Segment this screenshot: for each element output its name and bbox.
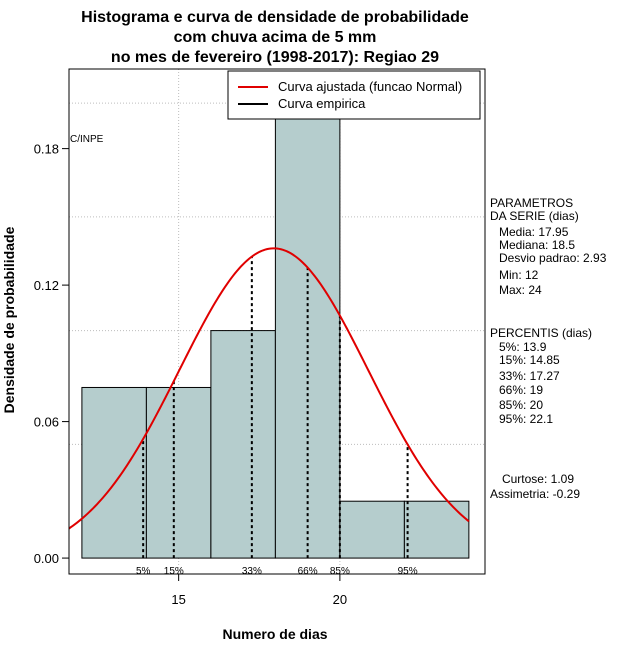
legend-box: [227, 70, 481, 120]
param-min: Min: 12: [499, 268, 539, 282]
plot-frame: [68, 68, 486, 575]
axes: 15 20 0.00 0.06 0.12 0.18: [34, 68, 486, 607]
x-tick-label: 15: [171, 592, 185, 607]
percentil-33: 33%: 17.27: [499, 369, 560, 383]
param-mediana: Mediana: 18.5: [499, 238, 575, 252]
y-tick-label: 0.00: [34, 551, 59, 566]
param-header-1: PARAMETROS: [490, 196, 573, 210]
percentile-label: 15%: [164, 566, 184, 577]
percentile-label: 33%: [242, 566, 262, 577]
percentil-95: 95%: 22.1: [499, 412, 553, 426]
histogram-bar: [403, 500, 470, 559]
y-tick-label: 0.06: [34, 415, 59, 430]
chart-title-line-2: com chuva acima de 5 mm: [174, 29, 377, 46]
curtose-value: Curtose: 1.09: [502, 472, 574, 486]
source-label: C/INPE: [70, 134, 104, 145]
legend-label-normal: Curva ajustada (funcao Normal): [278, 79, 462, 94]
percentile-label: 66%: [298, 566, 318, 577]
normal-curve-path: [68, 247, 470, 530]
chart-title-line-3: no mes de fevereiro (1998-2017): Regiao …: [111, 49, 439, 66]
percentile-label: 5%: [136, 566, 151, 577]
percentis-header: PERCENTIS (dias): [490, 326, 592, 340]
legend-label-empirical: Curva empirica: [278, 96, 366, 111]
histogram-bar: [81, 386, 147, 559]
y-axis-title: Densidade de probabilidade: [1, 226, 17, 413]
assimetria-value: Assimetria: -0.29: [490, 487, 580, 501]
percentile-label: 95%: [398, 566, 418, 577]
legend: Curva ajustada (funcao Normal) Curva emp…: [227, 70, 481, 120]
density-curve: [68, 247, 470, 530]
histogram-bar: [210, 330, 276, 559]
histogram-bar: [339, 500, 405, 559]
percentil-66: 66%: 19: [499, 383, 543, 397]
percentile-label: 85%: [330, 566, 350, 577]
param-max: Max: 24: [499, 283, 542, 297]
percentil-85: 85%: 20: [499, 398, 543, 412]
percentil-15: 15%: 14.85: [499, 353, 560, 367]
histogram-bars: [81, 102, 470, 559]
side-panel: PARAMETROS DA SERIE (dias) Media: 17.95 …: [490, 196, 607, 501]
percentile-markers: 5% 15% 33% 66% 85% 95%: [136, 256, 418, 577]
param-media: Media: 17.95: [499, 225, 569, 239]
param-header-2: DA SERIE (dias): [490, 209, 579, 223]
x-tick-label: 20: [333, 592, 347, 607]
histogram-bar: [274, 102, 341, 559]
y-tick-label: 0.18: [34, 142, 59, 157]
percentil-5: 5%: 13.9: [499, 340, 547, 354]
chart-title-line-1: Histograma e curva de densidade de proba…: [81, 9, 469, 26]
histogram-bar: [145, 386, 212, 559]
param-desvio: Desvio padrao: 2.93: [499, 251, 607, 265]
x-axis-title: Numero de dias: [222, 626, 327, 642]
y-tick-label: 0.12: [34, 278, 59, 293]
